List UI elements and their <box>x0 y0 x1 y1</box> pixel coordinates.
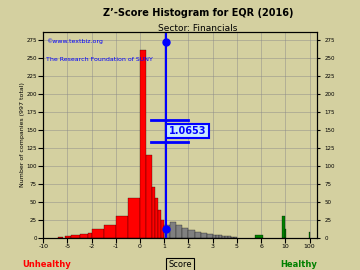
Text: Unhealthy: Unhealthy <box>22 260 71 269</box>
Bar <box>87 232 92 238</box>
Text: Score: Score <box>168 260 192 269</box>
Text: The Research Foundation of SUNY: The Research Foundation of SUNY <box>46 57 153 62</box>
Bar <box>176 225 183 238</box>
Bar <box>194 232 201 238</box>
Y-axis label: Number of companies (997 total): Number of companies (997 total) <box>20 83 25 187</box>
Bar <box>128 198 140 238</box>
Bar <box>213 235 216 238</box>
Text: Healthy: Healthy <box>280 260 317 269</box>
Bar <box>71 235 80 238</box>
Bar <box>225 236 228 238</box>
Bar <box>207 234 213 238</box>
Bar <box>104 225 116 238</box>
Bar <box>170 222 176 238</box>
Bar <box>231 237 234 238</box>
Bar <box>80 234 87 238</box>
Bar <box>219 235 222 238</box>
Bar <box>183 228 189 238</box>
Bar <box>65 236 71 238</box>
Text: Z’-Score Histogram for EQR (2016): Z’-Score Histogram for EQR (2016) <box>103 8 293 18</box>
Text: 1.0653: 1.0653 <box>169 126 206 136</box>
Bar <box>58 237 63 238</box>
Bar <box>189 230 194 238</box>
Bar <box>146 155 152 238</box>
Text: Sector: Financials: Sector: Financials <box>158 24 238 33</box>
Bar <box>201 233 207 238</box>
Bar <box>164 225 170 238</box>
Bar <box>234 237 237 238</box>
Bar <box>152 187 155 238</box>
Text: ©www.textbiz.org: ©www.textbiz.org <box>46 39 103 44</box>
Bar <box>222 236 225 238</box>
Bar <box>116 216 128 238</box>
Bar <box>216 235 219 238</box>
Bar <box>140 50 146 238</box>
Bar <box>158 210 161 238</box>
Bar <box>92 229 104 238</box>
Bar <box>228 236 231 238</box>
Bar <box>161 220 164 238</box>
Bar <box>282 216 285 238</box>
Bar <box>155 198 158 238</box>
Bar <box>255 235 263 238</box>
